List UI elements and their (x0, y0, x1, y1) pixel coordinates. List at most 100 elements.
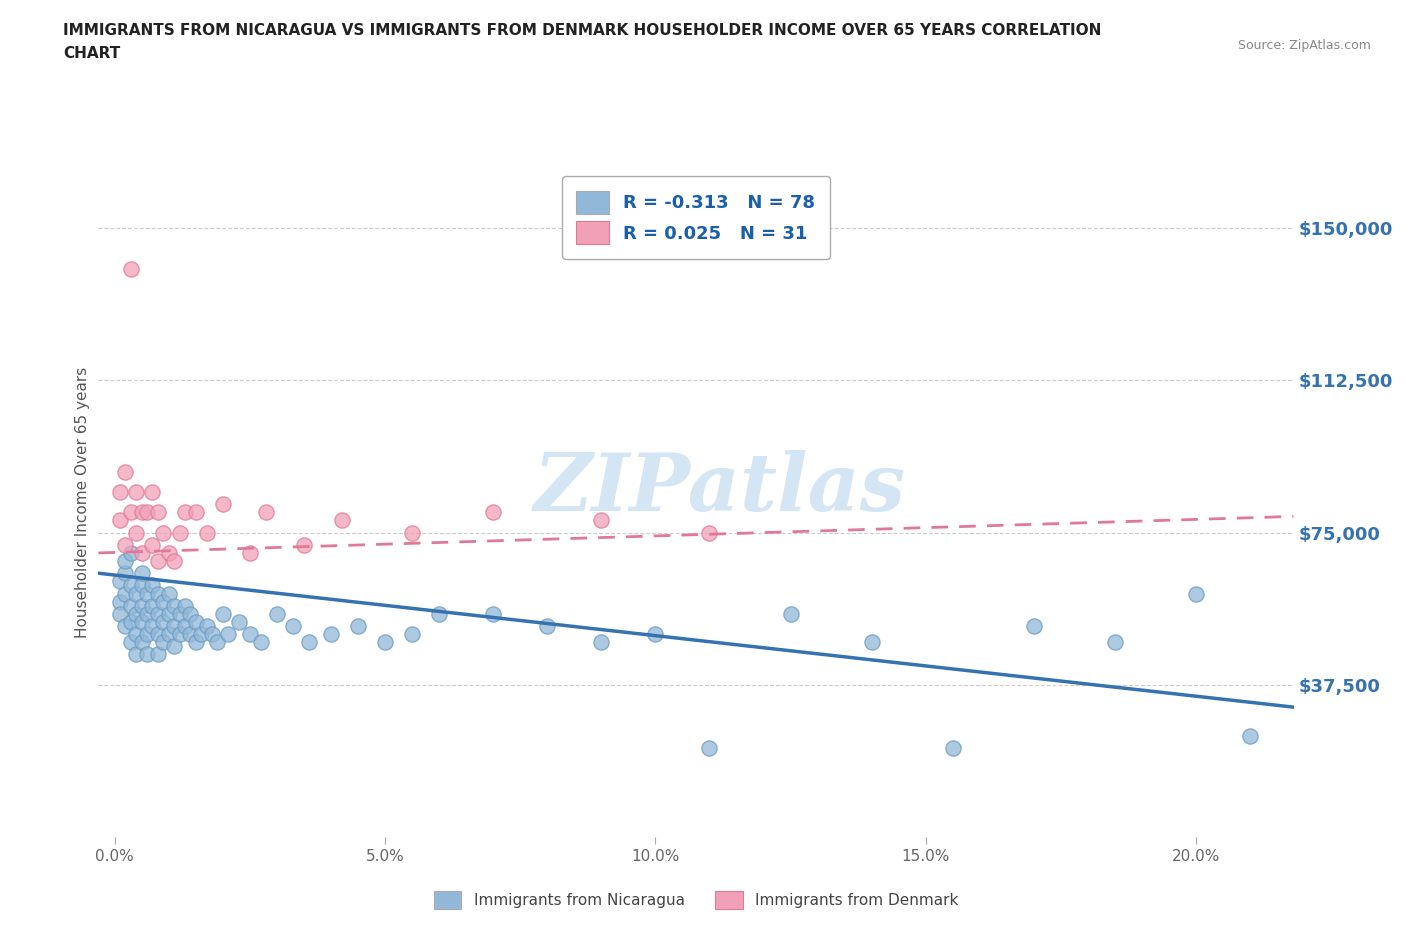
Point (146, 553, 169, 568)
Point (141, 538, 163, 552)
Point (125, 627, 148, 642)
Point (228, 615, 250, 630)
Point (114, 586, 136, 601)
Point (120, 546, 142, 561)
Y-axis label: Householder Income Over 65 years: Householder Income Over 65 years (75, 366, 90, 638)
Point (174, 505, 197, 520)
Point (169, 606, 191, 621)
Point (174, 598, 197, 613)
Point (152, 594, 174, 609)
Point (591, 635, 613, 650)
Point (211, 606, 233, 621)
Point (131, 505, 153, 520)
Text: IMMIGRANTS FROM NICARAGUA VS IMMIGRANTS FROM DENMARK HOUSEHOLDER INCOME OVER 65 : IMMIGRANTS FROM NICARAGUA VS IMMIGRANTS … (63, 23, 1102, 38)
Point (211, 497, 233, 512)
Point (347, 618, 370, 633)
Point (131, 546, 153, 561)
Point (184, 615, 207, 630)
Point (319, 627, 342, 642)
Point (157, 586, 180, 601)
Point (163, 598, 186, 613)
Point (699, 740, 721, 755)
Point (482, 505, 505, 520)
Point (120, 261, 142, 276)
Point (136, 586, 159, 601)
Point (163, 618, 186, 633)
Point (292, 538, 315, 552)
Legend: Immigrants from Nicaragua, Immigrants from Denmark: Immigrants from Nicaragua, Immigrants fr… (426, 884, 966, 916)
Point (163, 553, 186, 568)
Point (131, 565, 153, 580)
Point (179, 606, 201, 621)
Point (217, 627, 239, 642)
Point (195, 618, 218, 633)
Point (195, 525, 218, 540)
Point (152, 525, 174, 540)
Point (136, 606, 159, 621)
Point (114, 565, 136, 580)
Point (1104, 635, 1126, 650)
Point (120, 598, 142, 613)
Point (152, 615, 174, 630)
Point (125, 485, 148, 499)
Point (536, 618, 558, 633)
Point (114, 538, 136, 552)
Point (125, 647, 148, 662)
Point (190, 627, 212, 642)
Point (108, 574, 131, 589)
Point (201, 627, 224, 642)
Point (239, 546, 262, 561)
Point (120, 635, 142, 650)
Point (699, 525, 721, 540)
Point (146, 627, 169, 642)
Point (136, 627, 159, 642)
Point (401, 627, 423, 642)
Point (207, 635, 229, 650)
Point (254, 505, 277, 520)
Point (401, 525, 423, 540)
Point (141, 485, 163, 499)
Point (120, 505, 142, 520)
Point (131, 635, 153, 650)
Text: ZIPatlas: ZIPatlas (534, 450, 905, 527)
Point (266, 606, 288, 621)
Point (482, 606, 505, 621)
Point (108, 485, 131, 499)
Point (239, 627, 262, 642)
Point (174, 618, 197, 633)
Point (114, 464, 136, 479)
Point (860, 635, 883, 650)
Point (179, 627, 201, 642)
Point (169, 627, 191, 642)
Point (120, 615, 142, 630)
Point (249, 635, 271, 650)
Point (131, 578, 153, 592)
Point (146, 606, 169, 621)
Point (120, 578, 142, 592)
Point (146, 505, 169, 520)
Point (184, 505, 207, 520)
Point (157, 606, 180, 621)
Point (131, 598, 153, 613)
Point (114, 553, 136, 568)
Point (108, 513, 131, 528)
Point (108, 606, 131, 621)
Point (779, 606, 801, 621)
Point (1185, 586, 1208, 601)
Point (281, 618, 304, 633)
Point (136, 647, 159, 662)
Point (125, 525, 148, 540)
Text: Source: ZipAtlas.com: Source: ZipAtlas.com (1237, 39, 1371, 52)
Point (136, 505, 159, 520)
Point (114, 618, 136, 633)
Point (374, 635, 396, 650)
Point (152, 635, 174, 650)
Point (141, 618, 163, 633)
Point (1022, 618, 1045, 633)
Point (141, 598, 163, 613)
Point (131, 615, 153, 630)
Point (298, 635, 321, 650)
Point (157, 627, 180, 642)
Point (169, 525, 191, 540)
Point (157, 546, 180, 561)
